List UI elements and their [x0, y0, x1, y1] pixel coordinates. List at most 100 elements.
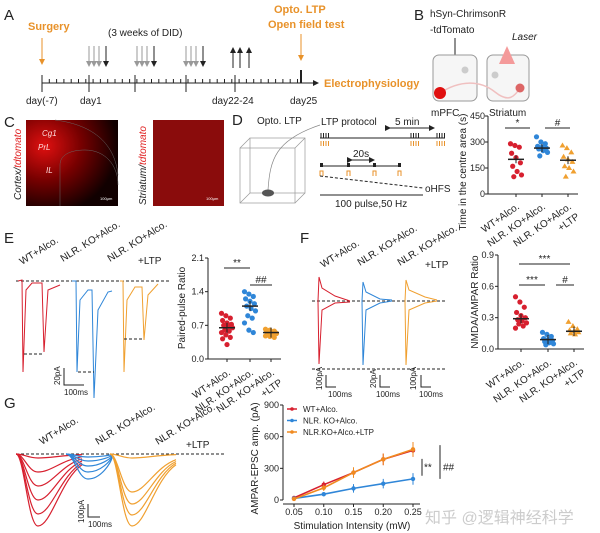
legend-marker: [290, 430, 294, 434]
data-point: [518, 172, 525, 178]
scale-bar-label: 100μm: [100, 196, 113, 201]
data-point: [271, 334, 277, 340]
epsc-trace: [15, 453, 83, 527]
data-point: [523, 320, 530, 326]
scale-x-label: 100ms: [419, 390, 443, 399]
light-pulse: [346, 170, 351, 176]
opto-label: Opto. LTP: [274, 4, 326, 16]
data-point: [568, 149, 575, 155]
epsc-trace: [65, 453, 113, 458]
y-tick-label: 0: [480, 189, 485, 199]
trace-label: +LTP: [186, 440, 210, 451]
data-point: [246, 327, 252, 333]
day-label: day(-7): [26, 96, 58, 107]
ppr-trace-ko: [72, 280, 113, 399]
nmda-trace-ltp: [404, 279, 438, 366]
panel-f-nmda-ampa: F WT+Alco. NLR. KO+Alco. NLR. KO+Alco. +…: [300, 223, 459, 399]
virus-label: hSyn-ChrimsonR: [430, 9, 506, 20]
data-point: [569, 158, 576, 164]
trace-label: WT+Alco.: [319, 238, 362, 270]
data-point: [291, 496, 297, 502]
epsc-trace: [109, 453, 177, 459]
data-point: [542, 141, 548, 147]
data-point: [559, 142, 566, 148]
panel-label: E: [4, 230, 14, 247]
data-point: [560, 153, 567, 159]
laser-icon: [499, 46, 515, 64]
significance-label: ##: [443, 462, 455, 473]
ppr-trace-wt: [17, 279, 61, 373]
data-point: [267, 333, 273, 339]
epsc-trace: [65, 453, 113, 462]
data-point: [226, 328, 232, 334]
open-field-label: Open field test: [268, 19, 345, 31]
region-label: mPFC: [431, 108, 459, 119]
significance-label: *: [516, 118, 520, 129]
trace-label: +LTP: [138, 256, 162, 267]
y-tick-label: 0.6: [481, 281, 494, 291]
significance-label: **: [424, 462, 432, 473]
data-point: [514, 168, 520, 175]
legend-label: NLR. KO+Alco.: [303, 417, 357, 426]
scale-x-label: 100ms: [88, 520, 112, 529]
epsc-trace: [65, 453, 113, 473]
significance-label: #: [562, 275, 568, 286]
data-point: [565, 318, 572, 324]
cortex-image: [26, 120, 118, 206]
data-point: [537, 153, 543, 159]
legend-label: WT+Alco.: [303, 405, 338, 414]
trace-label: +LTP: [425, 260, 449, 271]
epsc-trace: [65, 453, 113, 480]
y-tick-label: 900: [264, 400, 279, 410]
epsc-trace: [15, 453, 83, 473]
scale-bar-label: 100μm: [206, 196, 219, 201]
x-tick-label: 0.10: [315, 507, 333, 517]
data-point: [220, 336, 226, 342]
y-axis-label: Paired-pulse Ratio: [177, 266, 188, 349]
nmda-trace-wt: [317, 276, 351, 365]
data-point: [539, 329, 546, 335]
y-tick-label: 150: [470, 163, 485, 173]
region-label: Striatum: [489, 108, 526, 119]
significance-label: #: [555, 118, 561, 129]
time-label: 20s: [353, 149, 369, 160]
data-point: [511, 174, 517, 180]
data-point: [561, 163, 568, 169]
data-point: [227, 334, 233, 340]
data-point: [218, 329, 225, 336]
data-point: [517, 160, 524, 166]
x-axis-label: Stimulation Intensity (mW): [294, 521, 411, 532]
data-point: [245, 313, 251, 319]
data-point: [514, 309, 520, 316]
data-point: [223, 313, 229, 319]
scale-x-label: 100ms: [328, 390, 352, 399]
data-point: [512, 294, 519, 300]
pulse-label: 100 pulse,50 Hz: [335, 199, 407, 210]
x-tick-label: 0.20: [374, 507, 392, 517]
timeline-ticks: [41, 70, 302, 92]
data-point: [220, 317, 226, 324]
data-point: [249, 315, 255, 321]
data-point: [218, 310, 225, 316]
chart-ampar-epsc: 0 300 600 900 0.05 0.10 0.15 0.20 0.25 Stimulatio…: [250, 400, 455, 532]
trace-label: WT+Alco.: [18, 235, 61, 267]
panel-label: B: [414, 7, 424, 24]
y-tick-label: 0.9: [481, 250, 494, 260]
data-point: [251, 301, 257, 307]
data-point: [250, 329, 256, 336]
virus-label: -tdTomato: [430, 25, 475, 36]
watermark: 知乎 @逻辑神经科学: [425, 509, 574, 527]
panel-label: D: [232, 112, 243, 129]
data-point: [321, 491, 326, 497]
day-label: day1: [80, 96, 102, 107]
data-point: [351, 470, 356, 475]
x-tick-label: 0.15: [345, 507, 363, 517]
ohfs-label: oHFS: [425, 184, 451, 195]
stim-ticks: [319, 133, 445, 176]
scale-x-label: 100ms: [64, 388, 88, 397]
data-point: [512, 325, 519, 331]
epsc-trace: [109, 453, 177, 493]
opto-label: Opto. LTP: [257, 116, 302, 127]
y-tick-label: 0.7: [191, 320, 204, 330]
